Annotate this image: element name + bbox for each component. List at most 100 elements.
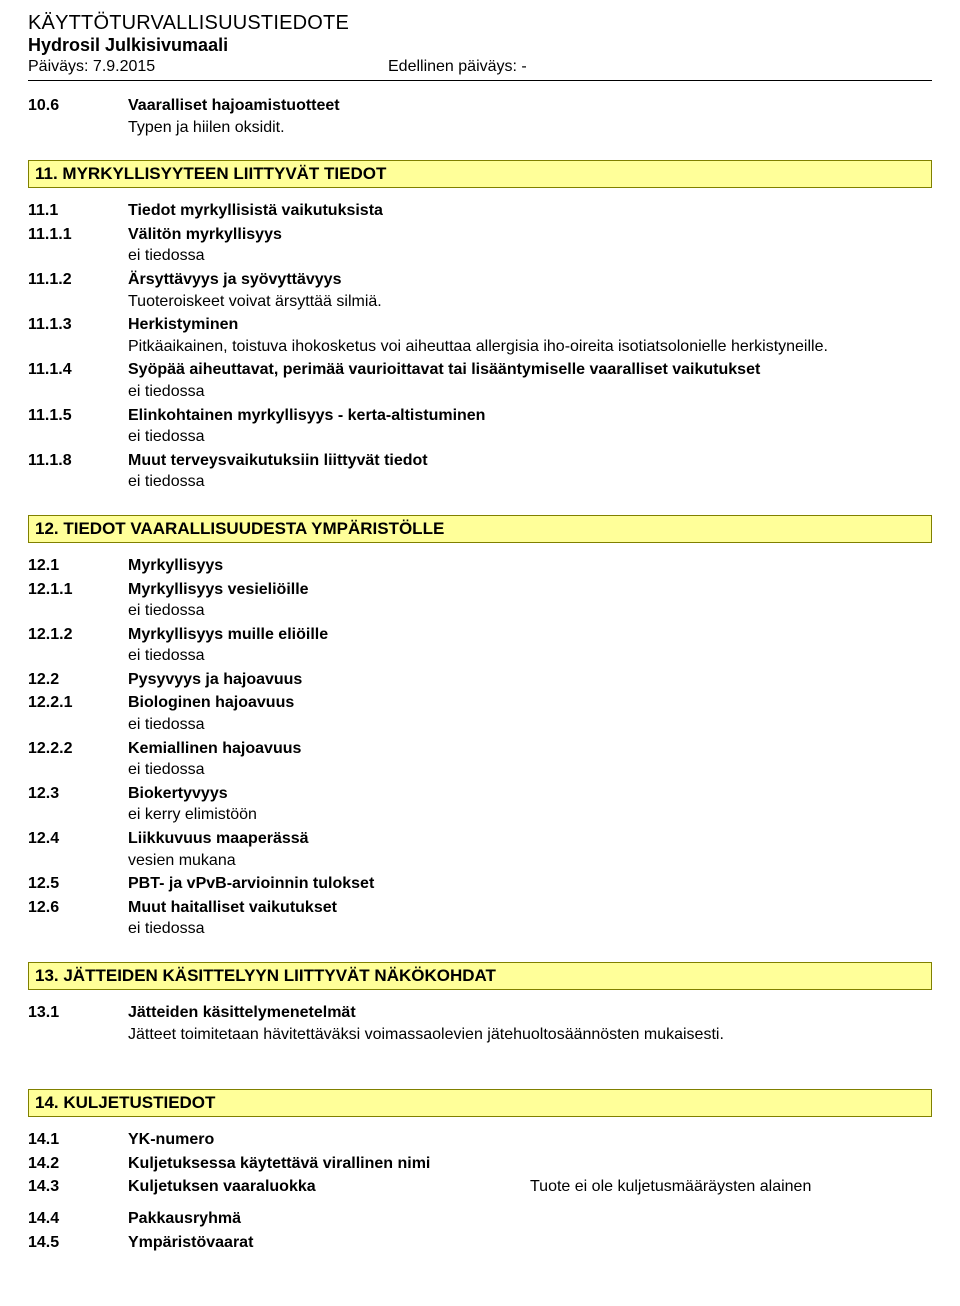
row-number: 12.2.1 — [28, 692, 128, 714]
row-number: 12.1.2 — [28, 624, 128, 646]
row-text: ei tiedossa — [128, 920, 205, 937]
spacer — [28, 1047, 932, 1067]
document-prev-date: Edellinen päiväys: - — [388, 58, 527, 76]
row-content: Jätteiden käsittelymenetelmät Jätteet to… — [128, 1002, 932, 1045]
row-title: PBT- ja vPvB-arvioinnin tulokset — [128, 873, 932, 895]
row-text: ei tiedossa — [128, 473, 205, 490]
row-title: Ympäristövaarat — [128, 1232, 932, 1254]
section-header-11: 11. MYRKYLLISYYTEEN LIITTYVÄT TIEDOT — [28, 160, 932, 188]
row-number: 11.1.1 — [28, 224, 128, 246]
row-12-5: 12.5 PBT- ja vPvB-arvioinnin tulokset — [28, 873, 932, 895]
row-11-1-4: 11.1.4 Syöpää aiheuttavat, perimää vauri… — [28, 359, 932, 402]
row-title: Syöpää aiheuttavat, perimää vaurioittava… — [128, 361, 760, 378]
row-text: ei tiedossa — [128, 247, 205, 264]
row-number: 12.1.1 — [28, 579, 128, 601]
row-11-1-3: 11.1.3 Herkistyminen Pitkäaikainen, tois… — [28, 314, 932, 357]
row-text: ei tiedossa — [128, 428, 205, 445]
row-content: Vaaralliset hajoamistuotteet Typen ja hi… — [128, 95, 932, 138]
row-12-1-2: 12.1.2 Myrkyllisyys muille eliöille ei t… — [28, 624, 932, 667]
row-number: 14.2 — [28, 1153, 128, 1175]
row-title: Välitön myrkyllisyys — [128, 226, 282, 243]
row-content: Biologinen hajoavuus ei tiedossa — [128, 692, 932, 735]
row-title: Vaaralliset hajoamistuotteet — [128, 97, 340, 114]
row-title: Myrkyllisyys vesieliöille — [128, 581, 309, 598]
row-11-1-8: 11.1.8 Muut terveysvaikutuksiin liittyvä… — [28, 450, 932, 493]
row-number: 14.5 — [28, 1232, 128, 1254]
row-text: ei tiedossa — [128, 602, 205, 619]
row-title: Jätteiden käsittelymenetelmät — [128, 1004, 356, 1021]
row-number: 14.3 — [28, 1176, 128, 1198]
row-text: Jätteet toimitetaan hävitettäväksi voima… — [128, 1026, 724, 1043]
row-14-5: 14.5 Ympäristövaarat — [28, 1232, 932, 1254]
row-12-6: 12.6 Muut haitalliset vaikutukset ei tie… — [28, 897, 932, 940]
row-11-1-2: 11.1.2 Ärsyttävyys ja syövyttävyys Tuote… — [28, 269, 932, 312]
row-12-3: 12.3 Biokertyvyys ei kerry elimistöön — [28, 783, 932, 826]
row-number: 12.2 — [28, 669, 128, 691]
row-text: ei tiedossa — [128, 383, 205, 400]
row-12-1-1: 12.1.1 Myrkyllisyys vesieliöille ei tied… — [28, 579, 932, 622]
row-number: 14.4 — [28, 1208, 128, 1230]
row-title: Elinkohtainen myrkyllisyys - kerta-altis… — [128, 407, 485, 424]
row-content: Muut terveysvaikutuksiin liittyvät tiedo… — [128, 450, 932, 493]
row-text: ei kerry elimistöön — [128, 806, 257, 823]
row-number: 12.4 — [28, 828, 128, 850]
row-title: YK-numero — [128, 1129, 932, 1151]
row-text: ei tiedossa — [128, 716, 205, 733]
page: Sivu 4 / 5 KÄYTTÖTURVALLISUUSTIEDOTE Hyd… — [0, 0, 960, 1295]
row-content: Biokertyvyys ei kerry elimistöön — [128, 783, 932, 826]
row-title: Myrkyllisyys — [128, 555, 932, 577]
row-number: 12.2.2 — [28, 738, 128, 760]
row-content: Kemiallinen hajoavuus ei tiedossa — [128, 738, 932, 781]
row-14-3: 14.3 Kuljetuksen vaaraluokka Tuote ei ol… — [28, 1176, 932, 1198]
row-content: Elinkohtainen myrkyllisyys - kerta-altis… — [128, 405, 932, 448]
row-content: Muut haitalliset vaikutukset ei tiedossa — [128, 897, 932, 940]
row-11-1: 11.1 Tiedot myrkyllisistä vaikutuksista — [28, 200, 932, 222]
row-number: 11.1.5 — [28, 405, 128, 427]
section-header-12: 12. TIEDOT VAARALLISUUDESTA YMPÄRISTÖLLE — [28, 515, 932, 543]
row-title: Tiedot myrkyllisistä vaikutuksista — [128, 200, 932, 222]
row-text: Typen ja hiilen oksidit. — [128, 119, 285, 136]
document-title: KÄYTTÖTURVALLISUUSTIEDOTE — [28, 12, 932, 35]
row-13-1: 13.1 Jätteiden käsittelymenetelmät Jätte… — [28, 1002, 932, 1045]
row-note: Tuote ei ole kuljetusmääräysten alainen — [530, 1176, 932, 1198]
row-number: 11.1 — [28, 200, 128, 222]
row-content: Ärsyttävyys ja syövyttävyys Tuoteroiskee… — [128, 269, 932, 312]
row-content: Syöpää aiheuttavat, perimää vaurioittava… — [128, 359, 932, 402]
row-12-1: 12.1 Myrkyllisyys — [28, 555, 932, 577]
row-content: Välitön myrkyllisyys ei tiedossa — [128, 224, 932, 267]
document-meta: Päiväys: 7.9.2015 Edellinen päiväys: - — [28, 58, 932, 76]
row-title: Kemiallinen hajoavuus — [128, 740, 301, 757]
row-number: 11.1.8 — [28, 450, 128, 472]
row-number: 12.5 — [28, 873, 128, 895]
row-14-4: 14.4 Pakkausryhmä — [28, 1208, 932, 1230]
row-number: 14.1 — [28, 1129, 128, 1151]
row-title: Kuljetuksen vaaraluokka — [128, 1176, 530, 1198]
row-number: 10.6 — [28, 95, 128, 117]
row-title: Ärsyttävyys ja syövyttävyys — [128, 271, 341, 288]
row-text: ei tiedossa — [128, 761, 205, 778]
row-title: Biokertyvyys — [128, 785, 228, 802]
row-number: 11.1.4 — [28, 359, 128, 381]
row-title: Muut terveysvaikutuksiin liittyvät tiedo… — [128, 452, 428, 469]
row-12-2: 12.2 Pysyvyys ja hajoavuus — [28, 669, 932, 691]
row-11-1-1: 11.1.1 Välitön myrkyllisyys ei tiedossa — [28, 224, 932, 267]
section-header-14: 14. KULJETUSTIEDOT — [28, 1089, 932, 1117]
row-number: 12.3 — [28, 783, 128, 805]
row-14-1: 14.1 YK-numero — [28, 1129, 932, 1151]
row-content: Myrkyllisyys muille eliöille ei tiedossa — [128, 624, 932, 667]
row-title: Liikkuvuus maaperässä — [128, 830, 309, 847]
spacer — [28, 1200, 932, 1208]
document-date: Päiväys: 7.9.2015 — [28, 58, 388, 76]
document-subtitle: Hydrosil Julkisivumaali — [28, 35, 932, 56]
row-text: vesien mukana — [128, 852, 236, 869]
document-header: Sivu 4 / 5 KÄYTTÖTURVALLISUUSTIEDOTE Hyd… — [28, 12, 932, 81]
row-12-2-2: 12.2.2 Kemiallinen hajoavuus ei tiedossa — [28, 738, 932, 781]
row-12-4: 12.4 Liikkuvuus maaperässä vesien mukana — [28, 828, 932, 871]
row-12-2-1: 12.2.1 Biologinen hajoavuus ei tiedossa — [28, 692, 932, 735]
row-content: Liikkuvuus maaperässä vesien mukana — [128, 828, 932, 871]
row-title: Myrkyllisyys muille eliöille — [128, 626, 328, 643]
row-title: Kuljetuksessa käytettävä virallinen nimi — [128, 1153, 932, 1175]
row-title: Herkistyminen — [128, 316, 238, 333]
row-number: 11.1.2 — [28, 269, 128, 291]
row-title: Pysyvyys ja hajoavuus — [128, 669, 932, 691]
